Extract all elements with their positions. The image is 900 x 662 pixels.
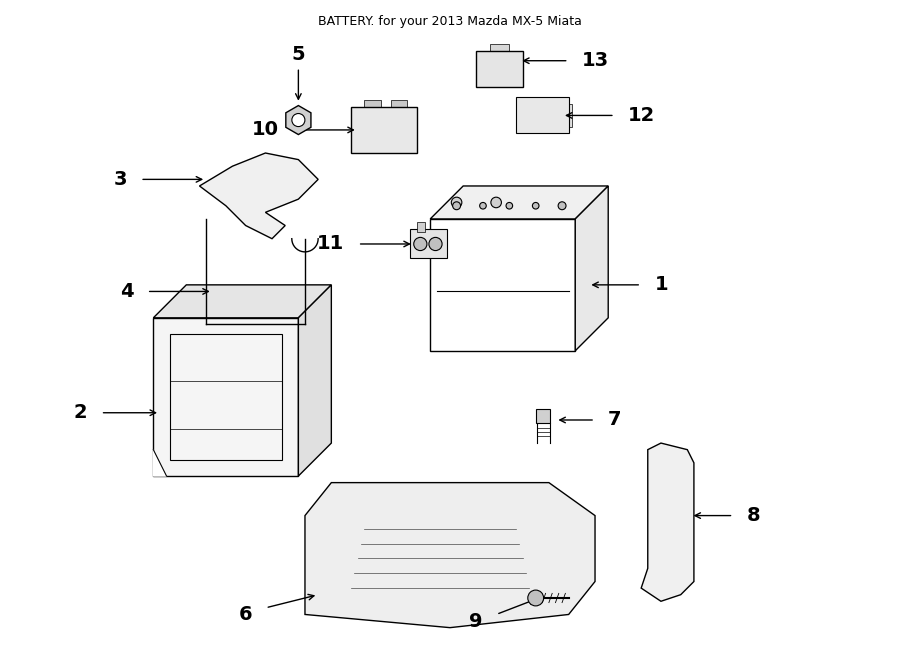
Polygon shape: [153, 449, 166, 476]
Circle shape: [313, 596, 323, 606]
Bar: [391, 113, 402, 146]
Polygon shape: [286, 105, 310, 134]
Text: 12: 12: [628, 106, 655, 125]
Circle shape: [480, 203, 486, 209]
Polygon shape: [153, 285, 331, 318]
Text: BATTERY. for your 2013 Mazda MX-5 Miata: BATTERY. for your 2013 Mazda MX-5 Miata: [318, 15, 582, 28]
Text: 1: 1: [654, 275, 668, 295]
Bar: [391, 100, 407, 113]
Circle shape: [414, 238, 427, 251]
Bar: [536, 409, 550, 423]
Text: 8: 8: [747, 506, 760, 525]
Polygon shape: [299, 285, 331, 476]
Circle shape: [231, 185, 247, 201]
Circle shape: [533, 203, 539, 209]
Bar: [476, 51, 523, 87]
Circle shape: [453, 202, 461, 210]
Polygon shape: [641, 443, 694, 601]
Bar: [555, 103, 572, 126]
Circle shape: [429, 238, 442, 251]
Circle shape: [491, 197, 501, 208]
Circle shape: [451, 197, 462, 208]
Text: 2: 2: [74, 403, 87, 422]
Bar: [357, 113, 370, 146]
Circle shape: [663, 475, 679, 491]
Text: 4: 4: [120, 282, 133, 301]
Bar: [410, 229, 446, 258]
Bar: [374, 113, 386, 146]
Text: 13: 13: [581, 51, 609, 70]
Text: 10: 10: [252, 120, 279, 140]
Text: 3: 3: [113, 170, 127, 189]
Polygon shape: [305, 483, 595, 628]
Polygon shape: [575, 186, 608, 351]
Bar: [503, 58, 516, 81]
Circle shape: [271, 171, 286, 187]
Bar: [417, 222, 425, 232]
Circle shape: [506, 203, 513, 209]
Bar: [490, 44, 509, 54]
Bar: [364, 100, 381, 113]
Text: 5: 5: [292, 44, 305, 64]
Bar: [351, 107, 417, 153]
Circle shape: [663, 554, 679, 569]
Text: 7: 7: [608, 410, 622, 430]
Polygon shape: [200, 153, 319, 239]
Polygon shape: [430, 186, 608, 219]
Bar: [483, 502, 549, 542]
Circle shape: [527, 590, 544, 606]
Polygon shape: [153, 318, 299, 476]
Text: 6: 6: [238, 605, 252, 624]
Text: 11: 11: [318, 234, 345, 254]
Circle shape: [558, 202, 566, 210]
Bar: [397, 536, 464, 575]
Bar: [483, 58, 496, 81]
Text: 9: 9: [470, 612, 483, 631]
Circle shape: [292, 113, 305, 126]
Circle shape: [333, 602, 343, 613]
Bar: [516, 97, 569, 133]
